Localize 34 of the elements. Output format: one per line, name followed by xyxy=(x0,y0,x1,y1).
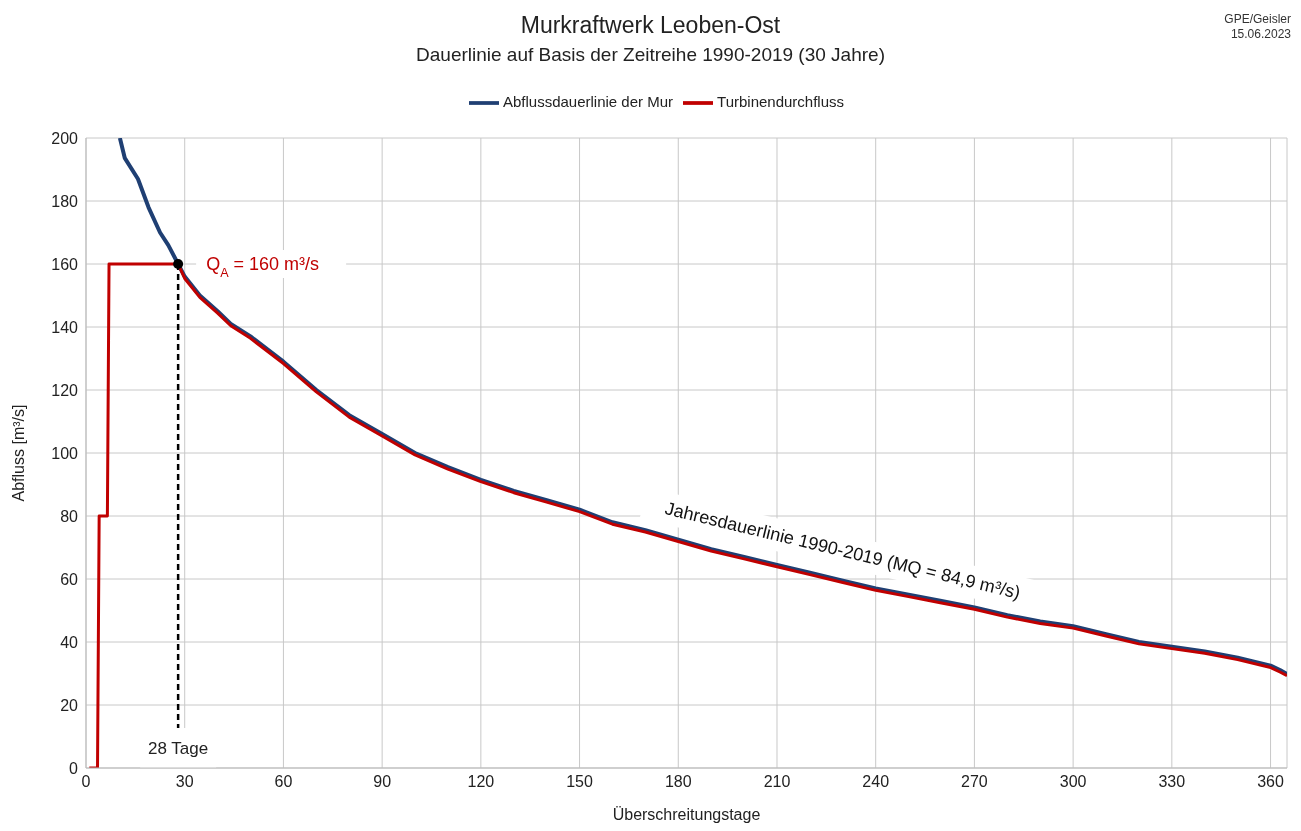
x-tick-label: 30 xyxy=(175,773,194,791)
x-tick-label: 0 xyxy=(81,773,91,791)
x-axis-title: Überschreitungstage xyxy=(612,806,761,823)
x-tick-label: 150 xyxy=(566,773,594,791)
text: GPE/Geisler xyxy=(1224,12,1291,27)
x-tick-label: 240 xyxy=(862,773,890,791)
y-tick-label: 180 xyxy=(51,192,79,210)
legend-label: Turbinendurchfluss xyxy=(717,92,845,110)
x-tick-label: 300 xyxy=(1059,773,1087,791)
y-tick-label: 40 xyxy=(60,633,79,651)
x-tick-label: 270 xyxy=(961,773,988,791)
y-tick-label: 20 xyxy=(60,696,79,714)
y-tick-label: 120 xyxy=(51,381,79,399)
x-tick-label: 120 xyxy=(467,773,495,791)
x-tick-label: 180 xyxy=(664,773,692,791)
annotation: Q$_{A}$ = 160 m³/s xyxy=(206,254,320,280)
y-tick-label: 200 xyxy=(51,129,79,147)
x-tick-label: 360 xyxy=(1257,773,1284,791)
legend-label: Abflussdauerlinie der Mur xyxy=(502,92,674,110)
x-tick-label: 90 xyxy=(373,773,392,791)
y-axis-title: Abfluss [m³/s] xyxy=(9,404,27,502)
y-tick-label: 60 xyxy=(60,570,79,588)
y-tick-label: 140 xyxy=(51,318,79,336)
y-tick-label: 0 xyxy=(69,759,79,777)
y-tick-label: 80 xyxy=(60,507,79,525)
x-tick-label: 210 xyxy=(763,773,791,791)
ref-line-label: 28 Tage xyxy=(148,739,209,758)
text: 15.06.2023 xyxy=(1229,27,1291,42)
x-tick-label: 330 xyxy=(1158,773,1186,791)
chart-title: Murkraftwerk Leoben-Ost xyxy=(520,12,781,38)
chart-subtitle: Dauerlinie auf Basis der Zeitreihe 1990-2019 (30 Jahre) xyxy=(415,44,886,66)
y-tick-label: 160 xyxy=(51,255,79,273)
y-tick-label: 100 xyxy=(51,444,79,462)
x-tick-label: 60 xyxy=(274,773,293,791)
